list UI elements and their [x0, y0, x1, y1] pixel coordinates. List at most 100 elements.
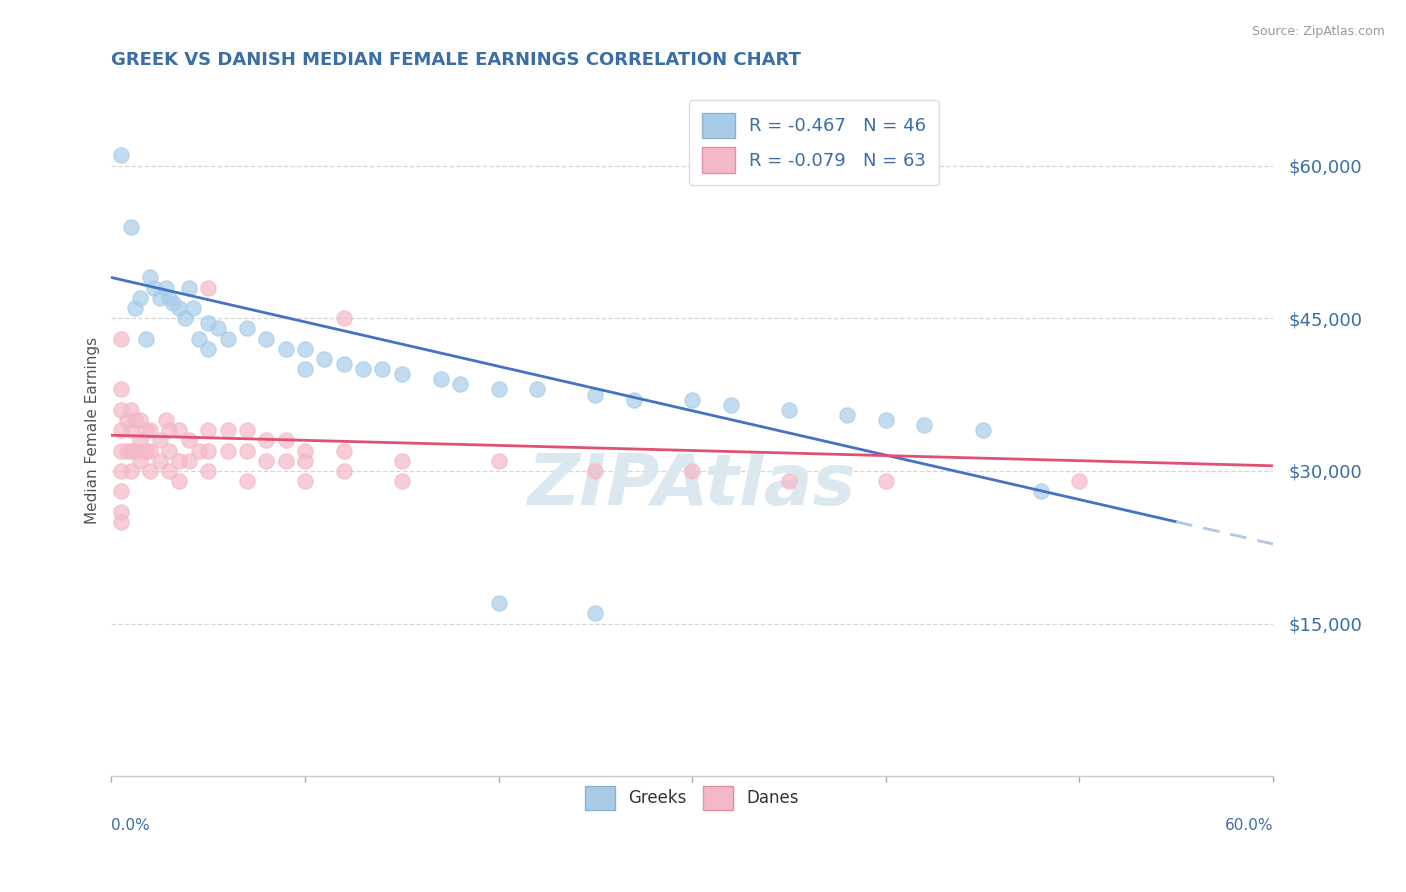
Point: [352, 362, 374, 376]
Point: [124, 413, 146, 427]
Point: [236, 321, 259, 335]
Point: [314, 351, 336, 366]
Point: [124, 301, 146, 315]
Point: [236, 474, 259, 488]
Point: [197, 281, 219, 295]
Point: [332, 311, 354, 326]
Point: [236, 423, 259, 437]
Point: [187, 443, 209, 458]
Point: [139, 270, 162, 285]
Point: [583, 607, 606, 621]
Point: [115, 443, 138, 458]
Point: [294, 474, 316, 488]
Point: [488, 596, 510, 610]
Point: [294, 453, 316, 467]
Point: [159, 443, 181, 458]
Point: [720, 398, 742, 412]
Point: [681, 392, 703, 407]
Point: [332, 357, 354, 371]
Point: [159, 423, 181, 437]
Point: [139, 464, 162, 478]
Point: [110, 515, 132, 529]
Point: [174, 311, 197, 326]
Point: [129, 453, 152, 467]
Point: [167, 453, 190, 467]
Point: [129, 291, 152, 305]
Point: [177, 281, 200, 295]
Point: [875, 474, 897, 488]
Point: [115, 413, 138, 427]
Text: Source: ZipAtlas.com: Source: ZipAtlas.com: [1251, 25, 1385, 38]
Point: [1029, 484, 1052, 499]
Point: [143, 281, 166, 295]
Point: [391, 367, 413, 381]
Point: [391, 474, 413, 488]
Point: [120, 423, 142, 437]
Point: [254, 434, 277, 448]
Point: [914, 418, 936, 433]
Point: [332, 443, 354, 458]
Point: [217, 443, 239, 458]
Point: [197, 423, 219, 437]
Point: [120, 443, 142, 458]
Point: [875, 413, 897, 427]
Point: [778, 474, 800, 488]
Point: [159, 291, 181, 305]
Point: [391, 453, 413, 467]
Point: [835, 408, 858, 422]
Point: [155, 413, 177, 427]
Point: [332, 464, 354, 478]
Point: [139, 423, 162, 437]
Point: [429, 372, 451, 386]
Point: [488, 453, 510, 467]
Text: ZIPAtlas: ZIPAtlas: [527, 451, 856, 520]
Point: [217, 423, 239, 437]
Text: 60.0%: 60.0%: [1225, 818, 1272, 833]
Point: [155, 281, 177, 295]
Point: [135, 423, 157, 437]
Point: [120, 464, 142, 478]
Point: [110, 402, 132, 417]
Point: [110, 423, 132, 437]
Point: [583, 387, 606, 401]
Point: [129, 413, 152, 427]
Text: GREEK VS DANISH MEDIAN FEMALE EARNINGS CORRELATION CHART: GREEK VS DANISH MEDIAN FEMALE EARNINGS C…: [111, 51, 801, 69]
Point: [110, 332, 132, 346]
Point: [207, 321, 229, 335]
Point: [167, 423, 190, 437]
Point: [110, 443, 132, 458]
Point: [149, 434, 172, 448]
Point: [294, 362, 316, 376]
Point: [274, 453, 297, 467]
Point: [187, 332, 209, 346]
Point: [583, 464, 606, 478]
Point: [177, 434, 200, 448]
Point: [120, 219, 142, 234]
Point: [236, 443, 259, 458]
Point: [159, 464, 181, 478]
Y-axis label: Median Female Earnings: Median Female Earnings: [86, 336, 100, 524]
Point: [129, 434, 152, 448]
Legend: Greeks, Danes: Greeks, Danes: [578, 780, 806, 816]
Point: [294, 342, 316, 356]
Point: [197, 464, 219, 478]
Point: [162, 296, 184, 310]
Point: [294, 443, 316, 458]
Point: [110, 484, 132, 499]
Point: [139, 443, 162, 458]
Point: [149, 291, 172, 305]
Point: [167, 301, 190, 315]
Point: [1069, 474, 1091, 488]
Point: [526, 383, 548, 397]
Point: [197, 342, 219, 356]
Point: [197, 443, 219, 458]
Point: [167, 474, 190, 488]
Point: [110, 464, 132, 478]
Point: [181, 301, 204, 315]
Point: [177, 453, 200, 467]
Point: [449, 377, 471, 392]
Point: [623, 392, 645, 407]
Point: [135, 332, 157, 346]
Point: [254, 453, 277, 467]
Point: [110, 383, 132, 397]
